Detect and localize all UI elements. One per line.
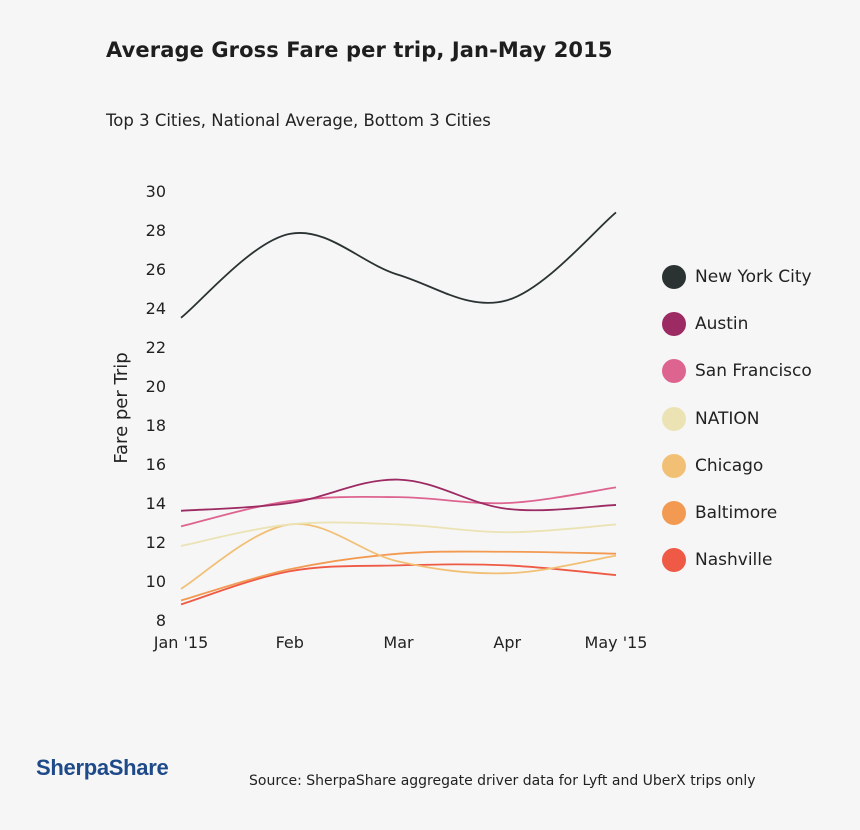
series-line-chicago bbox=[180, 523, 617, 590]
legend-swatch bbox=[662, 264, 686, 289]
y-tick-label: 18 bbox=[146, 416, 166, 435]
legend-label: Austin bbox=[695, 313, 749, 334]
legend-label: San Francisco bbox=[695, 361, 812, 382]
legend-swatch bbox=[662, 548, 686, 573]
legend-item-nashville: Nashville bbox=[662, 537, 812, 584]
y-tick-label: 22 bbox=[146, 338, 166, 357]
legend-item-austin: Austin bbox=[662, 300, 812, 347]
legend-item-nation: NATION bbox=[662, 395, 812, 442]
source-note: Source: SherpaShare aggregate driver dat… bbox=[249, 773, 756, 789]
legend-item-chicago: Chicago bbox=[662, 442, 812, 489]
x-tick-label: May '15 bbox=[585, 633, 648, 652]
legend-item-baltimore: Baltimore bbox=[662, 489, 812, 536]
series-line-baltimore bbox=[180, 550, 617, 602]
legend: New York City Austin San Francisco NATION Ch… bbox=[662, 253, 812, 584]
y-tick-label: 26 bbox=[146, 260, 166, 279]
legend-swatch bbox=[662, 501, 686, 526]
legend-label: Chicago bbox=[695, 455, 764, 476]
x-tick-label: Apr bbox=[493, 633, 521, 652]
y-tick-label: 14 bbox=[146, 494, 166, 513]
y-axis-label: Fare per Trip bbox=[111, 352, 132, 463]
x-tick-label: Jan '15 bbox=[153, 633, 209, 652]
legend-label: New York City bbox=[695, 266, 812, 287]
chart-subtitle: Top 3 Cities, National Average, Bottom 3… bbox=[106, 111, 491, 130]
legend-item-new-york-city: New York City bbox=[662, 253, 812, 300]
y-tick-label: 16 bbox=[146, 455, 166, 474]
series-line-san-francisco bbox=[180, 486, 617, 528]
y-tick-label: 8 bbox=[156, 611, 166, 630]
y-tick-label: 20 bbox=[146, 377, 166, 396]
y-tick-label: 10 bbox=[146, 572, 166, 591]
series-line-nation bbox=[180, 521, 617, 547]
legend-swatch bbox=[662, 406, 686, 431]
chart-title: Average Gross Fare per trip, Jan-May 201… bbox=[106, 38, 613, 62]
legend-swatch bbox=[662, 359, 686, 384]
legend-label: Nashville bbox=[695, 550, 773, 571]
x-tick-label: Feb bbox=[276, 633, 304, 652]
x-tick-label: Mar bbox=[383, 633, 414, 652]
series-line-austin bbox=[180, 478, 617, 512]
sherpashare-logo: SherpaShare bbox=[36, 755, 169, 780]
y-tick-label: 30 bbox=[146, 182, 166, 201]
series-line-nashville bbox=[180, 563, 617, 606]
legend-swatch bbox=[662, 453, 686, 478]
legend-label: NATION bbox=[695, 408, 760, 429]
legend-swatch bbox=[662, 311, 686, 336]
y-tick-label: 28 bbox=[146, 221, 166, 240]
legend-item-san-francisco: San Francisco bbox=[662, 348, 812, 395]
y-tick-label: 12 bbox=[146, 533, 166, 552]
y-tick-label: 24 bbox=[146, 299, 166, 318]
series-line-new-york-city bbox=[180, 211, 617, 319]
legend-label: Baltimore bbox=[695, 503, 778, 524]
